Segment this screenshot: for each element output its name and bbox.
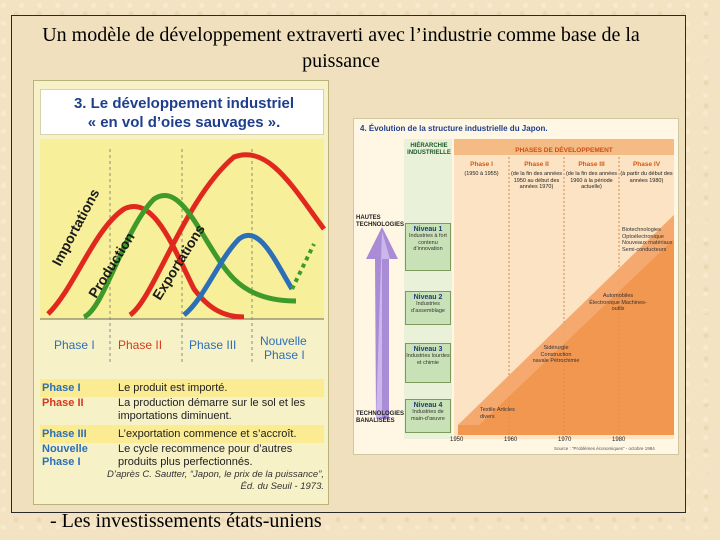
figure-title-line1: 3. Le développement industriel: [73, 95, 295, 112]
niveau-2-box: Niveau 2 Industries d’assemblage: [405, 291, 451, 325]
niveau-4-box: Niveau 4 Industries de main-d’œuvre: [405, 399, 451, 433]
figure-title-box: 3. Le développement industriel « en vol …: [40, 89, 324, 135]
industry-textile: Textile Articles divers: [480, 407, 515, 420]
phase-1-period: (1950 à 1955): [464, 171, 499, 177]
importations-curve-1: [46, 204, 245, 320]
legend-text: Le produit est importé.: [118, 382, 228, 394]
phase-1-title: Phase I: [470, 161, 493, 168]
high-tech-label: HAUTES TECHNOLOGIES: [356, 215, 404, 229]
legend-row: Nouvelle Phase I Le cycle recommence pou…: [40, 443, 324, 471]
figure-title: 4. Évolution de la structure industriell…: [360, 124, 548, 133]
niveau-4-title: Niveau 4: [413, 402, 443, 409]
year-1970: 1970: [558, 437, 572, 443]
axis-nouvelle-phase-line2: Phase I: [264, 348, 305, 362]
figure-source-line1: D’après C. Sautter, “Japon, le prix de l…: [106, 469, 324, 480]
niveau-1-title: Niveau 1: [413, 226, 443, 233]
hierarchy-label: HIÉRARCHIE INDUSTRIELLE: [406, 143, 452, 157]
legend-text: La production démarre sur le sol et les …: [118, 397, 306, 422]
legend-text: Le cycle recommence pour d’autres produi…: [118, 443, 293, 468]
hierarchy-label-line1: HIÉRARCHIE: [410, 143, 448, 149]
niveau-2-title: Niveau 2: [413, 294, 443, 301]
slide-title: Un modèle de développement extraverti av…: [42, 24, 640, 72]
industry-high-tech: Biotechnologies Optoélectronique Nouveau…: [622, 227, 673, 253]
japan-industrial-structure-figure: 4. Évolution de la structure industriell…: [353, 118, 679, 455]
high-tech-label-line1: HAUTES: [356, 215, 381, 221]
legend-row: Phase I Le produit est importé.: [40, 379, 324, 397]
phase-4-period: (à partir du début des années 1980): [620, 171, 673, 184]
hierarchy-label-line2: INDUSTRIELLE: [407, 150, 451, 156]
niveau-3-title: Niveau 3: [413, 346, 443, 353]
niveau-3-desc: Industries lourdes et chimie: [406, 353, 450, 366]
figure-title-line2: « en vol d’oies sauvages ».: [87, 114, 281, 131]
flying-geese-figure: 3. Le développement industriel « en vol …: [33, 80, 329, 505]
banal-tech-label-line2: BANALISÉES: [356, 418, 395, 424]
high-tech-label-line2: TECHNOLOGIES: [356, 222, 405, 228]
structure-diagram: [366, 139, 674, 439]
importations-curve-2: [128, 152, 327, 318]
niveau-1-desc: Industries à fort contenu d’innovation: [409, 233, 447, 252]
phase-2-title: Phase II: [524, 161, 549, 168]
phase-legend: Phase I Le produit est importé. Phase II…: [40, 379, 324, 471]
niveau-2-desc: Industries d’assemblage: [411, 301, 445, 314]
banal-tech-label: TECHNOLOGIES BANALISÉES: [356, 411, 404, 425]
banal-tech-label-line1: TECHNOLOGIES: [356, 411, 405, 417]
legend-row: Phase II La production démarre sur le so…: [40, 397, 324, 423]
phases-label: PHASES DE DÉVELOPPEMENT: [515, 147, 613, 154]
figure-source: Source : “Problèmes économiques” - octob…: [554, 446, 655, 451]
legend-phase: Nouvelle Phase I: [42, 443, 88, 468]
phase-4-title: Phase IV: [632, 161, 661, 168]
industry-assembly: Automobiles Électronique Machines-outils: [589, 293, 647, 312]
legend-phase: Phase II: [42, 397, 84, 409]
production-new-cycle: [290, 243, 316, 290]
niveau-4-desc: Industries de main-d’œuvre: [411, 409, 445, 422]
legend-phase: Phase I: [42, 382, 81, 394]
niveau-3-box: Niveau 3 Industries lourdes et chimie: [405, 343, 451, 383]
niveau-1-box: Niveau 1 Industries à fort contenu d’inn…: [405, 223, 451, 271]
technology-arrow-highlight: [376, 231, 390, 419]
development-wedge-highlight: [458, 215, 674, 425]
exportations-curve: [182, 233, 295, 317]
year-1950: 1950: [450, 437, 464, 443]
year-1980: 1980: [612, 437, 626, 443]
production-curve: [82, 193, 297, 320]
phase-2-period: (de la fin des années 1950 au début des …: [510, 171, 563, 190]
phase-3-title: Phase III: [578, 161, 605, 168]
figure-source: D’après C. Sautter, “Japon, le prix de l…: [74, 469, 324, 493]
hierarchy-column: [404, 139, 452, 439]
axis-phase-1: Phase I: [54, 338, 95, 352]
geese-curves-chart: Importations Production Exportations Pha…: [40, 139, 327, 365]
phase-3-period: (de la fin des années 1960 à la période …: [565, 171, 618, 190]
axis-phase-2: Phase II: [118, 338, 162, 352]
legend-phase: Phase III: [42, 428, 87, 440]
figure-title: 3. Le développement industriel « en vol …: [49, 94, 319, 132]
legend-text: L’exportation commence et s’accroît.: [118, 428, 297, 440]
figure-source-line2: Éd. du Seuil - 1973.: [240, 481, 324, 492]
axis-phase-3: Phase III: [189, 338, 236, 352]
year-1960: 1960: [504, 437, 518, 443]
axis-nouvelle-phase-line1: Nouvelle: [260, 334, 307, 348]
industry-heavy: Sidérurgie Construction navale Pétrochim…: [532, 345, 580, 364]
slide-caption: - Les investissements états-uniens: [50, 510, 322, 532]
phases-header-band: [454, 139, 674, 155]
legend-row: Phase III L’exportation commence et s’ac…: [40, 425, 324, 443]
